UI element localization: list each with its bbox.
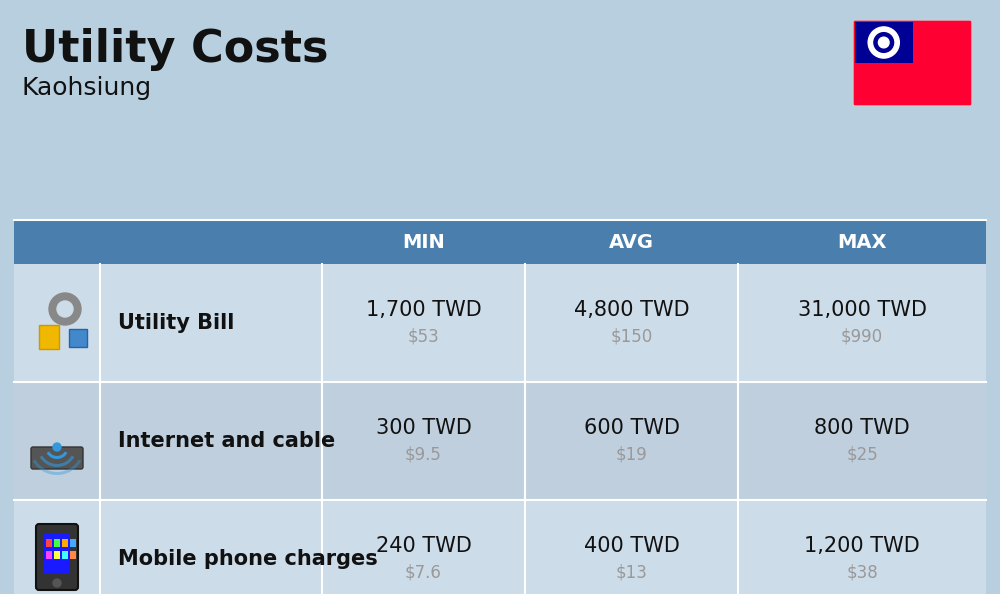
Bar — [46, 539, 52, 547]
Polygon shape — [870, 39, 885, 50]
Text: 300 TWD: 300 TWD — [376, 418, 471, 438]
Bar — [46, 551, 52, 559]
Text: $9.5: $9.5 — [405, 446, 442, 464]
Polygon shape — [881, 41, 892, 56]
Wedge shape — [33, 460, 81, 475]
Bar — [14, 500, 986, 594]
Bar — [14, 264, 986, 382]
Polygon shape — [876, 41, 887, 56]
Text: 400 TWD: 400 TWD — [584, 536, 679, 556]
Bar — [62, 539, 68, 547]
Polygon shape — [876, 29, 887, 44]
Text: Kaohsiung: Kaohsiung — [22, 76, 152, 100]
Bar — [44, 533, 70, 573]
Bar — [62, 551, 68, 559]
Text: 240 TWD: 240 TWD — [376, 536, 471, 556]
Bar — [54, 551, 60, 559]
Text: $150: $150 — [610, 328, 653, 346]
Text: MAX: MAX — [837, 232, 887, 251]
Polygon shape — [882, 39, 897, 50]
Bar — [70, 551, 76, 559]
Text: $53: $53 — [408, 328, 439, 346]
Text: 4,800 TWD: 4,800 TWD — [574, 300, 689, 320]
FancyBboxPatch shape — [36, 524, 78, 590]
Bar — [39, 325, 59, 349]
Text: Mobile phone charges: Mobile phone charges — [118, 549, 378, 569]
Circle shape — [878, 37, 889, 48]
Circle shape — [57, 301, 73, 317]
Polygon shape — [868, 39, 884, 46]
Text: 1,700 TWD: 1,700 TWD — [366, 300, 481, 320]
Text: Utility Costs: Utility Costs — [22, 28, 328, 71]
Bar — [14, 220, 986, 264]
Polygon shape — [880, 43, 887, 58]
Polygon shape — [881, 29, 892, 44]
Text: 800 TWD: 800 TWD — [814, 418, 910, 438]
Bar — [54, 539, 60, 547]
Polygon shape — [882, 34, 897, 46]
Wedge shape — [40, 456, 74, 467]
Text: AVG: AVG — [609, 232, 654, 251]
Text: $13: $13 — [616, 564, 647, 582]
Text: 1,200 TWD: 1,200 TWD — [804, 536, 920, 556]
Wedge shape — [47, 451, 67, 459]
Bar — [69, 329, 87, 347]
Text: $25: $25 — [846, 446, 878, 464]
FancyBboxPatch shape — [853, 20, 972, 106]
Polygon shape — [870, 34, 885, 46]
Circle shape — [49, 293, 81, 325]
Text: $990: $990 — [841, 328, 883, 346]
Polygon shape — [884, 39, 899, 46]
Circle shape — [874, 33, 894, 52]
Text: Utility Bill: Utility Bill — [118, 313, 234, 333]
Text: MIN: MIN — [402, 232, 445, 251]
Text: $19: $19 — [616, 446, 647, 464]
Text: Internet and cable: Internet and cable — [118, 431, 335, 451]
Text: 31,000 TWD: 31,000 TWD — [798, 300, 926, 320]
Text: $7.6: $7.6 — [405, 564, 442, 582]
Circle shape — [53, 443, 61, 451]
Text: $38: $38 — [846, 564, 878, 582]
Circle shape — [53, 579, 61, 587]
Bar — [855, 22, 912, 63]
Polygon shape — [880, 27, 887, 42]
FancyBboxPatch shape — [31, 447, 83, 469]
Bar — [70, 539, 76, 547]
Text: 600 TWD: 600 TWD — [584, 418, 680, 438]
Circle shape — [868, 27, 899, 58]
Bar — [14, 382, 986, 500]
